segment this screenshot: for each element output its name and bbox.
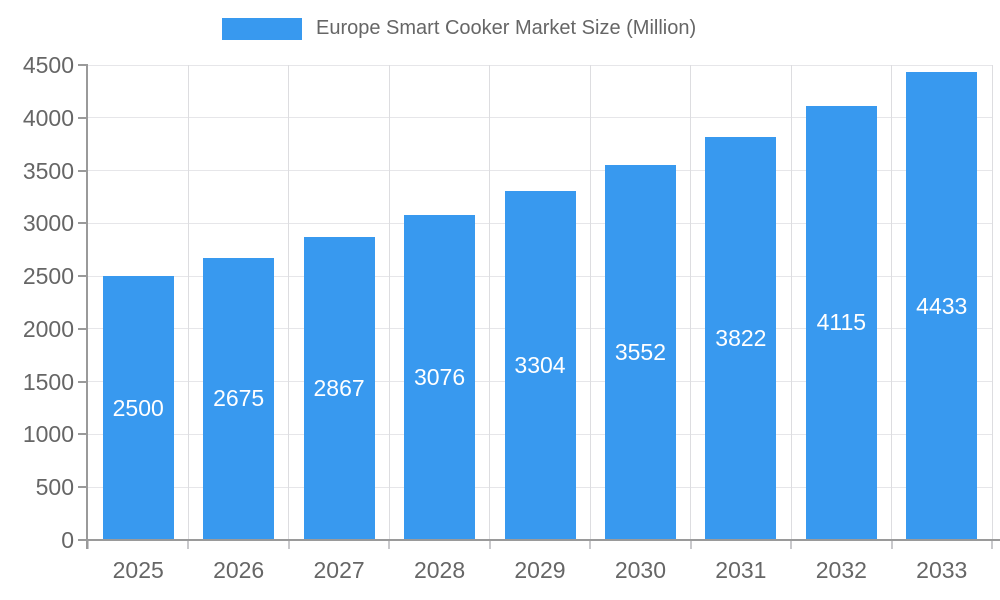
x-axis-label: 2026 (213, 557, 265, 583)
y-axis-tick (78, 433, 88, 436)
bar-value-label: 4433 (916, 292, 968, 319)
x-axis-label: 2025 (112, 557, 164, 583)
bar-value-label: 2867 (313, 375, 365, 402)
bar-2026[interactable]: 2675 (203, 257, 275, 540)
y-gridline (88, 170, 992, 172)
bar-value-label: 2500 (112, 394, 164, 421)
x-gridline (589, 65, 591, 540)
x-gridline (690, 65, 692, 540)
bar-value-label: 4115 (816, 309, 867, 336)
x-axis-label: 2027 (313, 557, 365, 583)
y-axis-label: 0 (61, 527, 74, 553)
x-axis-tick (287, 540, 290, 549)
x-axis-label: 2029 (514, 557, 566, 583)
y-axis-label: 2000 (22, 315, 74, 342)
bar-value-label: 3822 (715, 324, 767, 351)
y-gridline (88, 117, 992, 119)
y-axis-tick (78, 64, 88, 66)
x-axis-tick (991, 540, 993, 549)
x-axis-label: 2032 (815, 557, 867, 583)
y-axis-tick (78, 486, 88, 489)
x-gridline (288, 65, 290, 540)
y-axis-tick (78, 116, 88, 119)
bar-2032[interactable]: 4115 (805, 105, 877, 540)
bar-2033[interactable]: 4433 (906, 72, 978, 540)
x-gridline (991, 65, 993, 540)
x-gridline (388, 65, 390, 540)
bar-value-label: 2675 (213, 385, 265, 412)
x-axis-tick (689, 540, 692, 549)
x-axis-tick (589, 540, 592, 549)
bar-2027[interactable]: 2867 (303, 237, 375, 540)
bar-2029[interactable]: 3304 (504, 191, 576, 540)
y-axis-tick (78, 275, 88, 278)
legend-swatch-icon (222, 17, 302, 40)
y-axis-label: 4000 (22, 104, 74, 131)
legend-label: Europe Smart Cooker Market Size (Million… (316, 17, 697, 39)
bar-2028[interactable]: 3076 (404, 215, 476, 540)
x-axis-tick (890, 540, 893, 549)
y-axis-tick (78, 327, 88, 330)
bar-2031[interactable]: 3822 (705, 136, 777, 540)
y-axis-label: 1500 (22, 368, 74, 395)
y-axis-tick (78, 169, 88, 172)
x-axis-tick (388, 540, 391, 549)
x-axis-label: 2030 (614, 557, 667, 583)
bar-value-label: 3304 (514, 352, 566, 379)
x-axis-label: 2028 (413, 557, 466, 583)
x-axis-tick (187, 540, 190, 549)
y-axis-tick (78, 380, 88, 383)
x-axis-tick (488, 540, 491, 549)
y-axis-label: 1000 (22, 421, 74, 448)
y-axis-label: 4500 (22, 52, 74, 78)
x-gridline (891, 65, 893, 540)
x-gridline (187, 65, 189, 540)
x-axis-line (78, 539, 1000, 541)
bar-2025[interactable]: 2500 (102, 276, 174, 540)
y-axis-label: 3500 (22, 157, 74, 184)
bar-value-label: 3552 (614, 339, 667, 366)
bar-2030[interactable]: 3552 (604, 165, 676, 540)
bar-value-label: 3076 (413, 364, 466, 391)
x-axis-tick (790, 540, 793, 549)
legend-item[interactable]: Europe Smart Cooker Market Size (Million… (222, 17, 696, 40)
x-axis-label: 2033 (916, 557, 968, 583)
x-gridline (790, 65, 792, 540)
x-axis-tick (87, 540, 89, 549)
x-gridline (489, 65, 491, 540)
y-axis-label: 2500 (22, 263, 74, 290)
y-axis-label: 3000 (22, 210, 74, 237)
y-axis-tick (78, 222, 88, 225)
y-gridline (88, 64, 992, 66)
y-axis-label: 500 (35, 474, 74, 501)
y-axis-line (86, 65, 88, 549)
x-axis-label: 2031 (715, 557, 767, 583)
